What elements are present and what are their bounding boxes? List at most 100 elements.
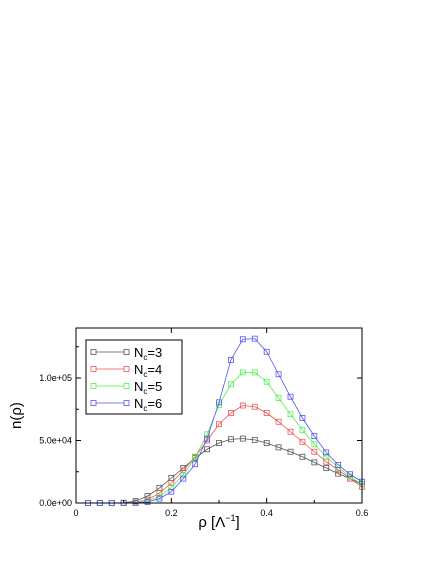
series-3-point xyxy=(287,411,294,418)
legend-marker xyxy=(123,349,130,355)
series-3-point xyxy=(204,431,210,438)
x-axis: 0 0.2 0.4 0.6 xyxy=(73,328,368,518)
x-axis-title: ρ [Λ−1] xyxy=(198,513,239,531)
legend-label-sub: c xyxy=(143,404,147,413)
y-tick-label: 5.0e+04 xyxy=(39,436,72,446)
x-tick-label: 0.4 xyxy=(260,508,273,518)
series-3-point xyxy=(323,453,330,460)
series-3-point xyxy=(192,454,199,461)
legend-item-1: Nc=3 xyxy=(90,345,162,362)
legend-label-sub: c xyxy=(143,387,147,396)
series-1-point xyxy=(216,440,222,446)
series-1-point xyxy=(287,448,294,455)
series-2-point xyxy=(311,448,318,455)
series-1-point xyxy=(335,470,342,477)
series-2-point xyxy=(168,480,175,486)
series-4-point xyxy=(347,471,353,478)
series-3-point xyxy=(311,441,318,448)
series-2-point xyxy=(156,490,163,496)
x-axis-title-sup: −1 xyxy=(225,513,235,523)
series-2-point xyxy=(299,438,306,445)
series-4-point xyxy=(311,433,318,440)
series-1-point xyxy=(311,459,318,466)
legend: Nc=3Nc=4Nc=5Nc=6 xyxy=(85,339,183,415)
series-4-point xyxy=(156,495,163,502)
series-1-point xyxy=(228,436,234,443)
legend-marker xyxy=(123,383,130,389)
series-2-line xyxy=(87,405,363,504)
x-tick-label: 0.6 xyxy=(356,508,369,518)
legend-label: Nc=3 xyxy=(134,345,162,362)
legend-label: Nc=5 xyxy=(134,379,162,396)
legend-item-3: Nc=5 xyxy=(90,379,162,396)
x-tick-label: 0.2 xyxy=(165,508,178,518)
series-4-point xyxy=(216,399,222,406)
legend-label-main: N xyxy=(134,379,143,394)
series-4-point xyxy=(168,488,175,495)
legend-label-sub: c xyxy=(143,353,147,362)
series-2-point xyxy=(216,421,222,428)
series-3-point xyxy=(251,369,258,376)
series-1-line xyxy=(87,438,363,504)
series-4-point xyxy=(239,336,246,343)
series-4-point xyxy=(299,415,306,421)
series-3-point xyxy=(299,426,306,433)
series-2-point xyxy=(239,402,246,409)
series-1-point xyxy=(251,436,258,443)
series-1-point xyxy=(275,444,282,451)
series-4-point xyxy=(144,499,151,505)
legend-marker xyxy=(90,349,97,355)
series-4-point xyxy=(287,393,294,400)
series-4-point xyxy=(228,356,234,363)
legend-label: Nc=4 xyxy=(134,362,162,379)
series-4-point xyxy=(275,371,282,378)
legend-item-4: Nc=6 xyxy=(90,396,162,413)
legend-label: Nc=6 xyxy=(134,396,162,413)
legend-label-main: N xyxy=(134,396,143,411)
series-1-point xyxy=(239,435,246,442)
legend-label-end: =3 xyxy=(147,345,162,360)
legend-marker xyxy=(90,366,97,372)
x-axis-title-main: ρ [Λ xyxy=(198,514,225,531)
legend-marker xyxy=(90,383,97,389)
legend-marker xyxy=(123,400,130,406)
series-3-point xyxy=(228,381,234,388)
series-2-point xyxy=(251,403,258,410)
series-4-point xyxy=(180,475,187,482)
legend-label-sub: c xyxy=(143,370,147,379)
x-tick-label: 0 xyxy=(73,508,78,518)
series-4-point xyxy=(192,461,199,468)
series-4-point xyxy=(323,449,330,456)
series-4-point xyxy=(204,435,210,442)
series-2-point xyxy=(287,428,294,435)
y-axis-title: n(ρ) xyxy=(8,402,25,429)
series-2-point xyxy=(275,418,282,425)
y-axis: 0.0e+00 5.0e+04 1.0e+05 xyxy=(39,346,362,508)
series-3-point xyxy=(275,395,282,401)
legend-label-end: =4 xyxy=(147,362,162,377)
series-3-point xyxy=(168,484,175,491)
series-4-point xyxy=(263,348,270,355)
series-4-point xyxy=(335,461,342,468)
series-1-point xyxy=(263,440,270,446)
y-tick-label: 1.0e+05 xyxy=(39,373,72,383)
y-tick-label: 0.0e+00 xyxy=(39,498,72,508)
series-1-point xyxy=(204,446,210,453)
series-4-point xyxy=(251,335,258,342)
series-1-point xyxy=(323,465,330,471)
legend-item-2: Nc=4 xyxy=(90,362,162,379)
series-2-point xyxy=(263,410,270,416)
legend-marker xyxy=(90,400,97,406)
series-2 xyxy=(85,402,365,506)
series-3-point xyxy=(180,471,187,478)
series-1 xyxy=(85,435,365,506)
legend-label-main: N xyxy=(134,345,143,360)
legend-label-end: =5 xyxy=(147,379,162,394)
x-axis-title-end: ] xyxy=(235,514,239,531)
series-3-point xyxy=(239,369,246,376)
legend-label-main: N xyxy=(134,362,143,377)
legend-marker xyxy=(123,366,130,372)
series-3-point xyxy=(263,378,270,385)
legend-label-end: =6 xyxy=(147,396,162,411)
